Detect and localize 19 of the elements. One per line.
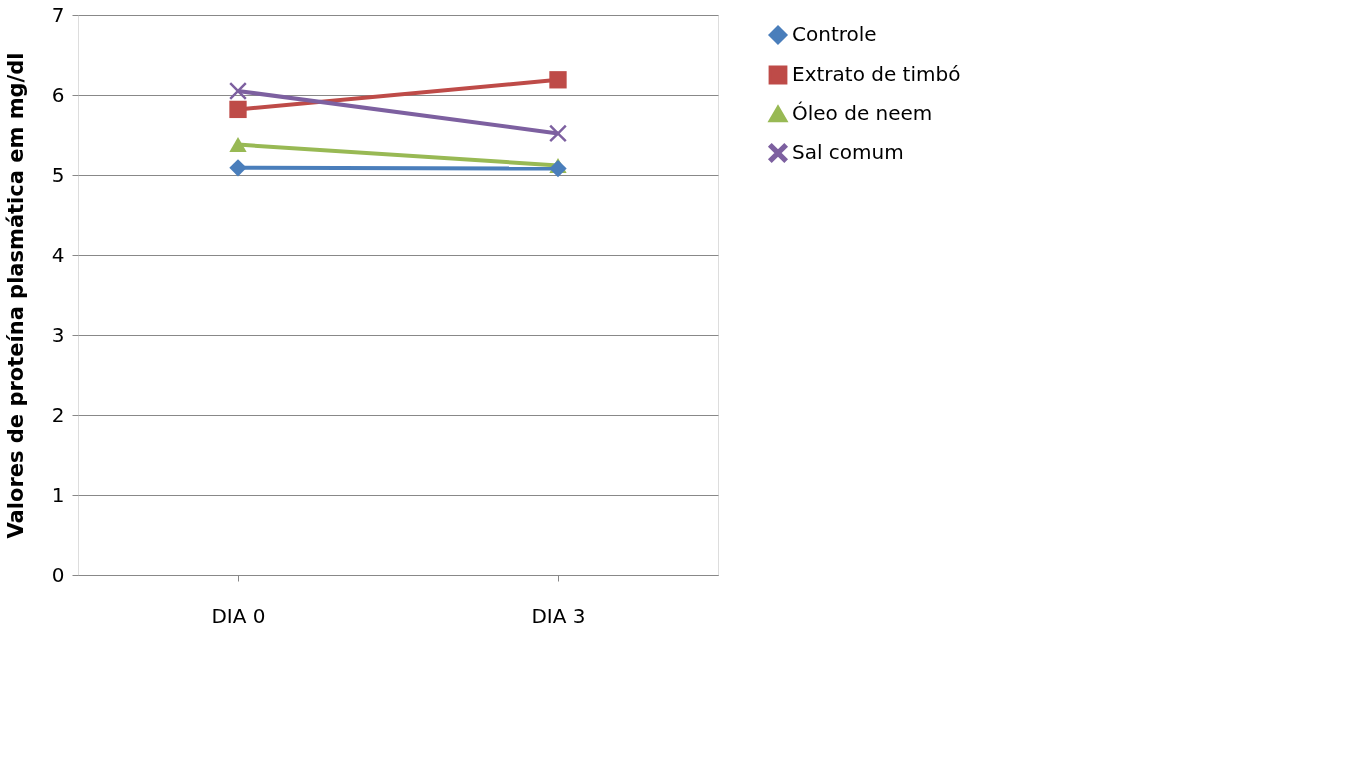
y-tick-label: 1 (51, 482, 65, 507)
x-tick-label: DIA 3 (531, 603, 586, 628)
legend-label: Sal comum (792, 140, 904, 164)
legend-label: Controle (792, 22, 877, 46)
y-tick-label: 4 (51, 242, 65, 267)
point (549, 71, 567, 89)
legend-label: Extrato de timbó (792, 62, 961, 86)
y-tick-label: 6 (51, 82, 65, 107)
y-tick-label: 3 (51, 322, 65, 347)
y-tick-label: 2 (51, 402, 65, 427)
y-tick-label: 7 (51, 2, 65, 27)
point (549, 124, 567, 143)
y-tick-label: 0 (51, 562, 65, 587)
point (229, 159, 247, 177)
x-tick-label: DIA 0 (211, 603, 266, 628)
point (229, 100, 247, 119)
y-tick-label: 5 (51, 162, 65, 187)
y-axis-title: Valores de proteína plasmática em mg/dl (3, 52, 28, 539)
legend-label: Óleo de neem (792, 101, 933, 125)
